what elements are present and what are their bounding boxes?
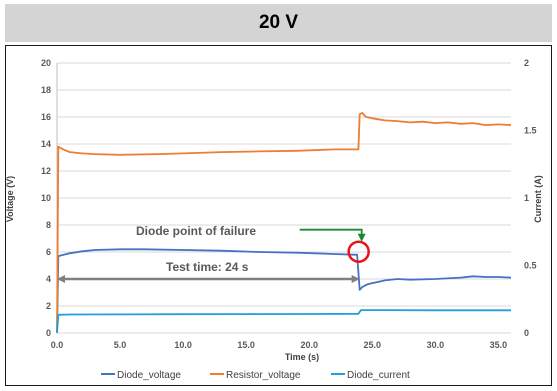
x-tick-label: 15.0 [237,340,255,350]
legend-label-resistor-voltage: Resistor_voltage [226,370,301,381]
failure-point-circle [347,240,370,263]
header-bar: 20 V [5,4,552,42]
y-left-tick-label: 20 [41,58,51,68]
chart-frame [5,45,552,386]
y-left-tick-label: 4 [46,274,51,284]
y-left-tick-label: 0 [46,328,51,338]
series-line-diode-current [56,309,511,334]
x-tick-label: 30.0 [427,340,445,350]
legend-label-diode-current: Diode_current [347,370,410,381]
series-line-diode-voltage [56,248,512,334]
x-axis-title: Time (s) [285,352,319,362]
y-right-tick-label: 0.5 [524,261,537,271]
y-left-tick-label: 10 [41,193,51,203]
y-left-tick-label: 8 [46,220,51,230]
y-right-tick-label: 2 [524,58,529,68]
y-left-tick-label: 14 [41,139,51,149]
annotation-test-time-label: Test time: 24 s [166,260,249,274]
y-left-tick-label: 2 [46,301,51,311]
legend-label-diode-voltage: Diode_voltage [117,370,181,381]
x-tick-label: 10.0 [174,340,192,350]
x-tick-label: 20.0 [300,340,318,350]
x-tick-label: 35.0 [490,340,508,350]
y-left-tick-label: 18 [41,85,51,95]
series-line-resistor-voltage [56,112,512,334]
x-tick-label: 0.0 [51,340,64,350]
y-right-tick-label: 1.5 [524,126,537,136]
y-left-tick-label: 6 [46,247,51,257]
legend: Diode_voltage Resistor_voltage Diode_cur… [101,370,410,381]
page-title: 20 V [258,12,299,33]
annotation-failure-label: Diode point of failure [136,224,256,238]
y-right-tick-label: 1 [524,193,529,203]
x-tick-label: 25.0 [364,340,382,350]
y-right-axis-title: Current (A) [533,175,543,223]
y-left-tick-label: 16 [41,112,51,122]
y-right-tick-label: 0 [524,328,529,338]
x-tick-label: 5.0 [114,340,127,350]
y-left-tick-label: 12 [41,166,51,176]
y-left-axis-title: Voltage (V) [5,176,15,222]
failure-pointer-arrow [299,228,366,242]
